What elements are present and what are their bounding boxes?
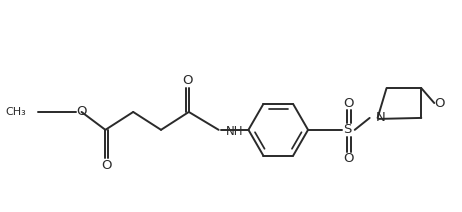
Text: S: S — [344, 123, 352, 136]
Text: O: O — [344, 96, 354, 110]
Text: O: O — [76, 105, 87, 119]
Text: NH: NH — [225, 125, 243, 138]
Text: N: N — [376, 112, 385, 124]
Text: O: O — [101, 159, 112, 172]
Text: O: O — [344, 152, 354, 165]
Text: O: O — [182, 74, 193, 87]
Text: O: O — [434, 96, 444, 110]
Text: CH₃: CH₃ — [5, 107, 26, 117]
